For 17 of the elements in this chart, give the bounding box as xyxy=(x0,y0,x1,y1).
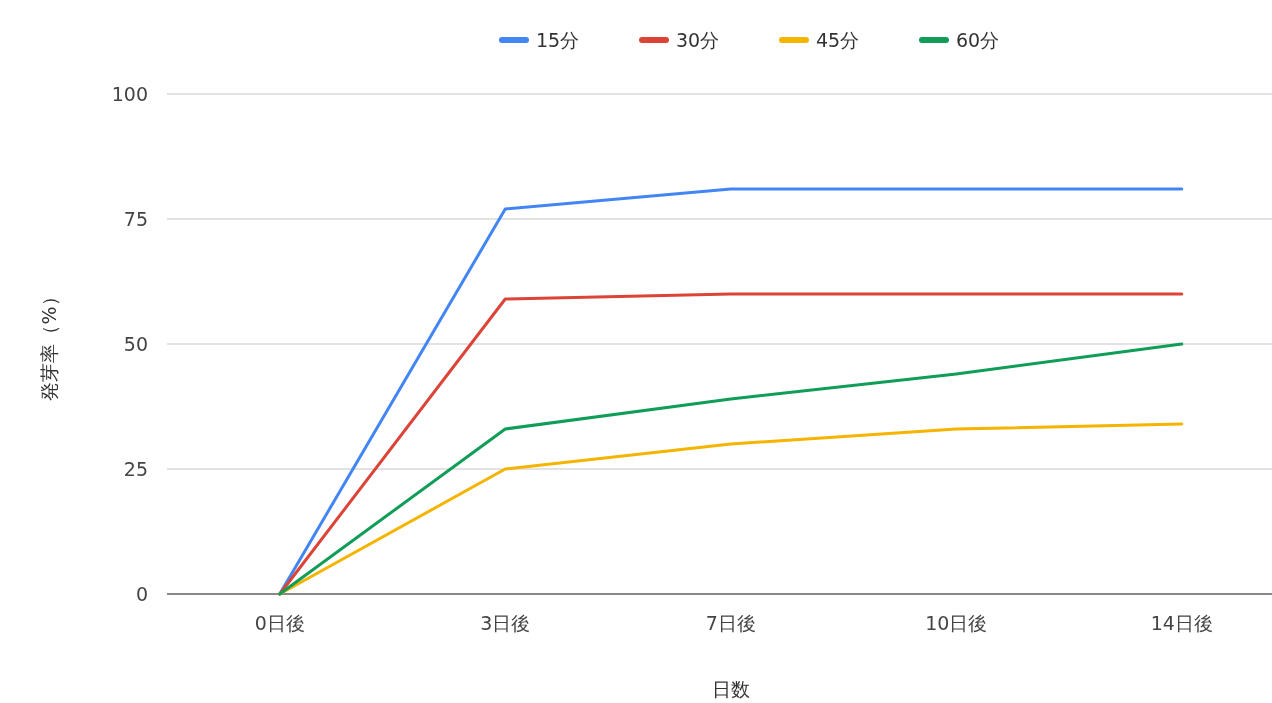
legend-label: 15分 xyxy=(536,29,580,51)
line-series xyxy=(278,342,1184,596)
legend-label: 45分 xyxy=(816,29,860,51)
y-tick-label: 100 xyxy=(111,83,148,105)
legend-label: 60分 xyxy=(956,29,1000,51)
y-axis-title: 発芽率（%） xyxy=(38,287,60,401)
y-tick-label: 75 xyxy=(123,208,148,230)
x-tick-label: 14日後 xyxy=(1150,612,1213,634)
x-tick-label: 0日後 xyxy=(254,612,305,634)
y-tick-label: 0 xyxy=(135,583,148,605)
y-tick-label: 25 xyxy=(123,458,148,480)
x-axis-title: 日数 xyxy=(711,678,750,700)
legend-label: 30分 xyxy=(676,29,720,51)
y-tick-label: 50 xyxy=(123,333,148,355)
x-tick-label: 10日後 xyxy=(925,612,988,634)
x-tick-label: 3日後 xyxy=(480,612,531,634)
x-tick-label: 7日後 xyxy=(705,612,756,634)
